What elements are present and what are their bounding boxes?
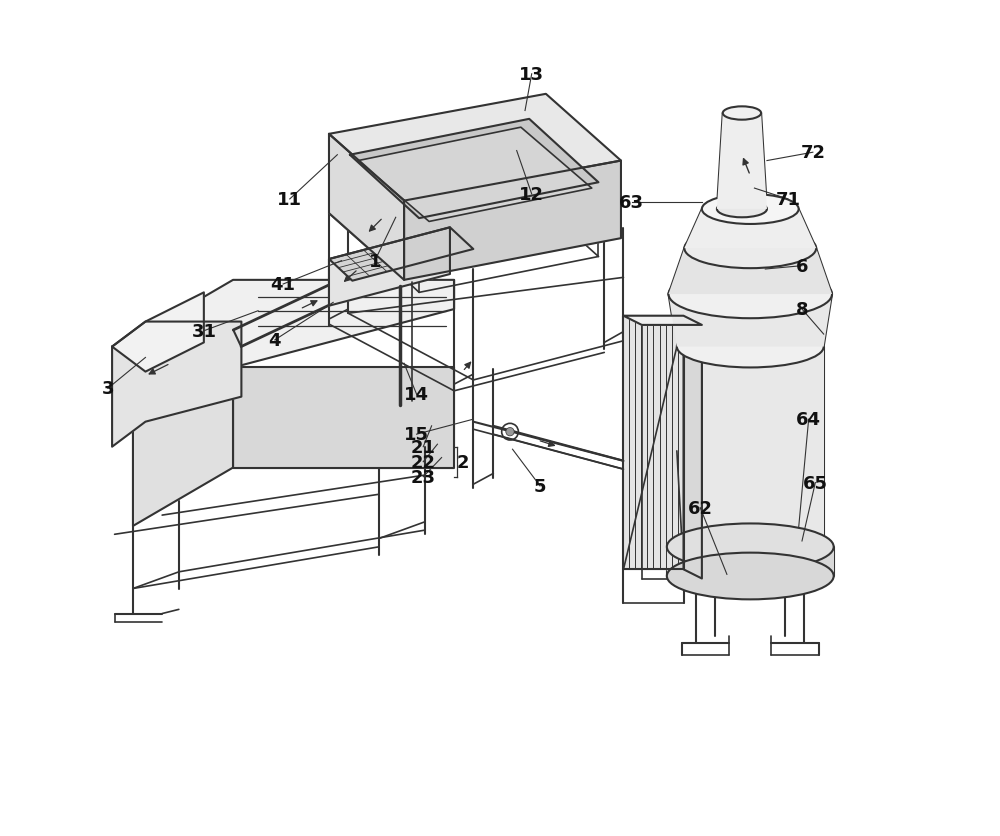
Text: 65: 65 bbox=[803, 474, 828, 492]
Text: 62: 62 bbox=[688, 499, 713, 517]
Polygon shape bbox=[669, 294, 832, 347]
Polygon shape bbox=[667, 547, 834, 576]
Text: 4: 4 bbox=[269, 332, 281, 349]
Polygon shape bbox=[133, 368, 233, 527]
Text: 31: 31 bbox=[191, 323, 216, 340]
Text: 1: 1 bbox=[369, 252, 381, 270]
Polygon shape bbox=[329, 135, 404, 281]
Text: 12: 12 bbox=[519, 186, 544, 204]
Polygon shape bbox=[669, 249, 832, 294]
Ellipse shape bbox=[677, 326, 824, 368]
Text: 2: 2 bbox=[457, 453, 470, 472]
Polygon shape bbox=[677, 347, 824, 547]
Text: 23: 23 bbox=[411, 468, 436, 487]
Ellipse shape bbox=[684, 229, 816, 269]
Polygon shape bbox=[404, 161, 621, 281]
Polygon shape bbox=[133, 281, 454, 426]
Polygon shape bbox=[684, 210, 816, 249]
Ellipse shape bbox=[667, 524, 834, 570]
Text: 71: 71 bbox=[775, 191, 800, 209]
Text: 11: 11 bbox=[277, 191, 302, 209]
Polygon shape bbox=[112, 293, 204, 372]
Text: 3: 3 bbox=[102, 380, 114, 398]
Text: 21: 21 bbox=[411, 438, 436, 456]
Polygon shape bbox=[329, 228, 450, 306]
Ellipse shape bbox=[717, 201, 767, 218]
Ellipse shape bbox=[669, 271, 832, 319]
Text: 41: 41 bbox=[271, 276, 296, 293]
Polygon shape bbox=[350, 120, 598, 219]
Polygon shape bbox=[112, 322, 241, 447]
Text: 5: 5 bbox=[534, 477, 546, 495]
Polygon shape bbox=[233, 368, 454, 468]
Ellipse shape bbox=[702, 195, 799, 225]
Text: 14: 14 bbox=[404, 385, 429, 404]
Polygon shape bbox=[623, 316, 684, 569]
Text: 6: 6 bbox=[796, 257, 808, 275]
Polygon shape bbox=[358, 128, 592, 222]
Text: 72: 72 bbox=[800, 144, 825, 162]
Text: 63: 63 bbox=[619, 194, 644, 212]
Polygon shape bbox=[329, 94, 621, 201]
Polygon shape bbox=[684, 316, 702, 579]
Ellipse shape bbox=[677, 527, 824, 568]
Ellipse shape bbox=[667, 553, 834, 599]
Polygon shape bbox=[329, 228, 473, 282]
Polygon shape bbox=[717, 114, 767, 210]
Ellipse shape bbox=[723, 107, 761, 120]
Text: 13: 13 bbox=[519, 66, 544, 84]
Text: 64: 64 bbox=[796, 410, 821, 429]
Text: 22: 22 bbox=[411, 453, 436, 472]
Text: 8: 8 bbox=[796, 301, 808, 319]
Polygon shape bbox=[623, 316, 702, 325]
Circle shape bbox=[506, 428, 514, 436]
Text: 15: 15 bbox=[404, 426, 429, 444]
